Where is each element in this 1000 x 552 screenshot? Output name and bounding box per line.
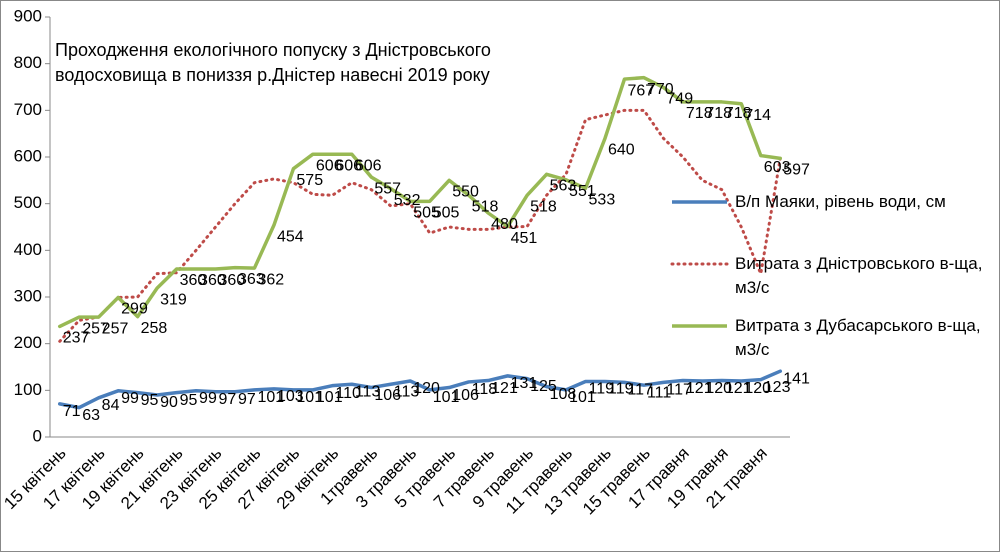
data-label: 533 [589, 191, 616, 208]
chart-title: Проходження екологічного попуску з Дніст… [55, 40, 491, 85]
data-label: 550 [452, 184, 479, 201]
data-label: 640 [608, 142, 635, 159]
data-label: 95 [141, 392, 159, 409]
y-tick-label: 500 [14, 193, 42, 212]
data-label: 120 [413, 380, 440, 397]
data-label: 714 [744, 107, 771, 124]
data-label: 557 [374, 180, 401, 197]
data-label: 121 [686, 380, 713, 397]
data-label: 362 [257, 271, 284, 288]
data-label: 575 [296, 172, 323, 189]
data-label: 360 [219, 272, 246, 289]
data-label: 103 [277, 388, 304, 405]
series-line [57, 369, 783, 410]
data-label: 101 [569, 389, 596, 406]
data-label: 101 [296, 389, 323, 406]
data-label: 101 [433, 389, 460, 406]
data-label: 111 [647, 384, 671, 401]
data-label: 518 [530, 198, 557, 215]
data-label: 505 [433, 205, 460, 222]
data-label: 770 [647, 81, 674, 98]
data-label: 257 [82, 320, 109, 337]
data-label: 106 [374, 387, 401, 404]
data-label: 117 [627, 382, 653, 399]
data-label: 257 [102, 320, 129, 337]
data-label: 606 [335, 157, 362, 174]
legend-label: Витрата з Дністровського в-ща, м3/с [735, 254, 983, 297]
data-label: 99 [199, 390, 217, 407]
data-label: 106 [452, 387, 479, 404]
data-label: 99 [121, 390, 139, 407]
data-label: 603 [764, 159, 791, 176]
data-label: 505 [413, 205, 440, 222]
data-label: 101 [257, 389, 284, 406]
data-label: 110 [335, 385, 361, 402]
data-label: 131 [511, 375, 538, 392]
data-label: 125 [530, 378, 557, 395]
data-label: 480 [491, 216, 518, 233]
y-tick-label: 100 [14, 380, 42, 399]
data-label: 117 [666, 382, 692, 399]
y-tick-label: 300 [14, 286, 42, 305]
data-label: 299 [121, 301, 148, 318]
data-label: 118 [472, 381, 498, 398]
data-label: 360 [180, 272, 207, 289]
data-label: 84 [102, 397, 120, 414]
data-label: 113 [355, 383, 381, 400]
data-label: 119 [608, 381, 634, 398]
data-label: 237 [63, 330, 90, 347]
data-label: 113 [394, 383, 420, 400]
y-tick-label: 800 [14, 53, 42, 72]
data-label: 97 [219, 391, 237, 408]
data-label: 532 [394, 192, 421, 209]
data-label: 95 [180, 392, 198, 409]
data-label: 63 [82, 407, 100, 424]
data-label: 319 [160, 291, 187, 308]
series-line [57, 75, 783, 329]
data-label: 101 [316, 389, 343, 406]
y-tick-label: 0 [33, 426, 42, 445]
y-tick-label: 200 [14, 333, 42, 352]
data-label: 718 [725, 105, 752, 122]
data-label: 97 [238, 391, 256, 408]
data-label: 108 [550, 386, 577, 403]
data-label: 551 [569, 183, 596, 200]
data-label: 606 [316, 157, 343, 174]
y-tick-label: 700 [14, 100, 42, 119]
data-label: 120 [744, 380, 771, 397]
data-label: 718 [686, 105, 713, 122]
data-label: 90 [160, 394, 178, 411]
data-label: 121 [491, 380, 518, 397]
data-label: 120 [705, 380, 732, 397]
data-label: 121 [725, 380, 752, 397]
data-label: 518 [472, 198, 499, 215]
data-label: 451 [511, 230, 538, 247]
data-label: 606 [355, 157, 382, 174]
data-label: 749 [666, 91, 693, 108]
legend-label: В/п Маяки, рівень води, см [735, 192, 946, 211]
y-tick-label: 400 [14, 240, 42, 259]
data-label: 141 [783, 370, 810, 387]
data-label: 767 [627, 82, 654, 99]
data-label: 71 [63, 403, 81, 420]
data-label: 363 [238, 271, 265, 288]
y-tick-label: 900 [14, 6, 42, 25]
data-label: 119 [589, 381, 615, 398]
data-label: 258 [141, 320, 168, 337]
data-label: 563 [550, 177, 577, 194]
legend-label: Витрата з Дубасарського в-ща, м3/с [735, 316, 981, 359]
data-label: 597 [783, 162, 810, 179]
y-tick-label: 600 [14, 146, 42, 165]
data-label: 718 [705, 105, 732, 122]
data-label: 360 [199, 272, 226, 289]
data-label: 454 [277, 228, 304, 245]
data-label: 123 [764, 379, 791, 396]
